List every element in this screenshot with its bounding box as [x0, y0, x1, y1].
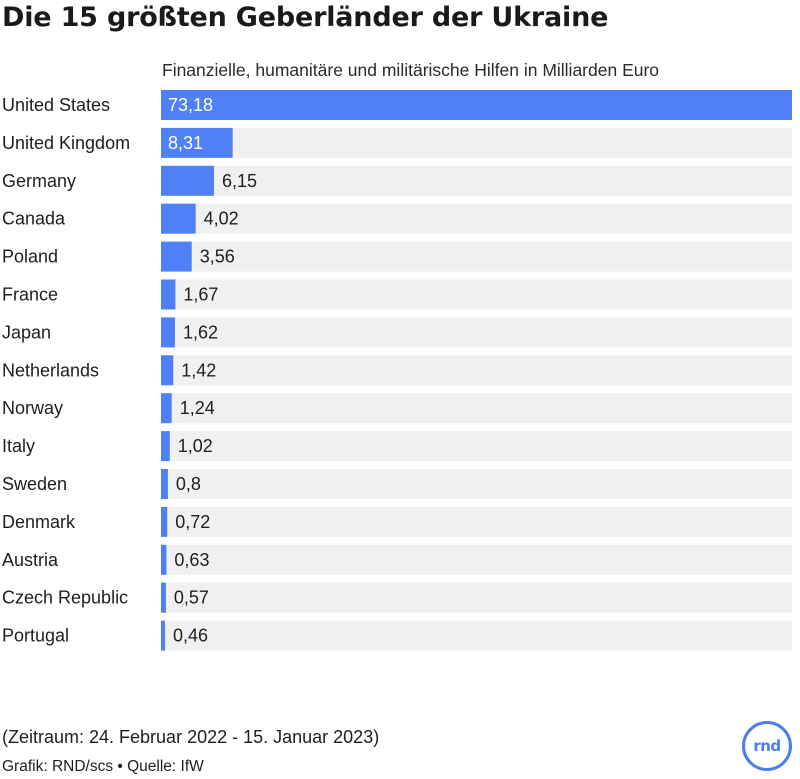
bar-track [161, 582, 792, 613]
value-label: 0,8 [176, 474, 201, 494]
bar-track [161, 127, 792, 158]
bar-track [161, 431, 792, 462]
category-label: Japan [2, 322, 51, 342]
value-label: 0,63 [174, 550, 209, 570]
category-label: Italy [2, 436, 35, 456]
category-label: France [2, 285, 58, 305]
bar-row: Sweden 0,8 [2, 469, 792, 499]
value-label: 1,02 [178, 436, 213, 456]
bar [161, 393, 172, 424]
bar [161, 241, 192, 272]
bar-track [161, 506, 792, 537]
category-label: Germany [2, 171, 76, 191]
period-note: (Zeitraum: 24. Februar 2022 - 15. Januar… [2, 727, 380, 747]
bar-track [161, 203, 792, 234]
value-label: 0,72 [175, 512, 210, 532]
bar [161, 582, 166, 613]
bar-row: Japan 1,62 [2, 317, 792, 348]
value-label: 1,67 [183, 285, 218, 305]
category-label: Austria [2, 550, 59, 570]
bar-track [161, 620, 792, 651]
bar-row: Czech Republic 0,57 [2, 582, 792, 613]
bar-track [161, 241, 792, 272]
bar [161, 203, 196, 234]
value-label: 6,15 [222, 171, 257, 191]
bar [161, 127, 233, 158]
bar [161, 317, 175, 348]
value-label: 73,18 [168, 95, 213, 115]
bar-track [161, 165, 792, 196]
value-label: 8,31 [168, 133, 203, 153]
bar-chart: United States 73,18 United Kingdom 8,31 Germ… [2, 90, 792, 651]
category-label: Czech Republic [2, 588, 128, 608]
bar-row: United States 73,18 [2, 90, 792, 120]
bar-track [161, 544, 792, 575]
bar [161, 620, 165, 651]
bar-track [161, 355, 792, 386]
bar [161, 544, 167, 575]
bar-row: France 1,67 [2, 279, 792, 310]
bar-track [161, 279, 792, 310]
bar-row: Canada 4,02 [2, 203, 792, 234]
category-label: Portugal [2, 626, 69, 646]
bar-track [161, 393, 792, 424]
bar [161, 506, 168, 537]
bar [161, 90, 792, 120]
category-label: Netherlands [2, 360, 99, 380]
category-label: Denmark [2, 512, 76, 532]
value-label: 1,24 [180, 398, 215, 418]
bar-track [161, 317, 792, 348]
bar-track [161, 469, 792, 499]
bar-row: Italy 1,02 [2, 431, 792, 462]
source-credit: Grafik: RND/scs • Quelle: IfW [2, 758, 204, 775]
bar-row: Netherlands 1,42 [2, 355, 792, 386]
chart-subtitle: Finanzielle, humanitäre und militärische… [162, 60, 660, 80]
bar [161, 165, 215, 196]
bar [161, 431, 170, 462]
value-label: 1,62 [183, 322, 218, 342]
value-label: 3,56 [200, 247, 235, 267]
category-label: Norway [2, 398, 63, 418]
chart-title: Die 15 größten Geberländer der Ukraine [2, 2, 609, 33]
rnd-logo: rnd [742, 721, 792, 771]
category-label: Sweden [2, 474, 67, 494]
bar-row: Germany 6,15 [2, 165, 792, 196]
value-label: 4,02 [204, 209, 239, 229]
bar-row: Norway 1,24 [2, 393, 792, 424]
category-label: United Kingdom [2, 133, 130, 153]
bar-row: Poland 3,56 [2, 241, 792, 272]
bar-row: Portugal 0,46 [2, 620, 792, 651]
bar-row: Denmark 0,72 [2, 506, 792, 537]
category-label: United States [2, 95, 110, 115]
category-label: Poland [2, 247, 58, 267]
bar [161, 279, 176, 310]
category-label: Canada [2, 209, 66, 229]
value-label: 0,46 [173, 626, 208, 646]
value-label: 1,42 [181, 360, 216, 380]
bar-row: Austria 0,63 [2, 544, 792, 575]
bar [161, 469, 168, 499]
bar [161, 355, 174, 386]
value-label: 0,57 [174, 588, 209, 608]
bar-row: United Kingdom 8,31 [2, 127, 792, 158]
